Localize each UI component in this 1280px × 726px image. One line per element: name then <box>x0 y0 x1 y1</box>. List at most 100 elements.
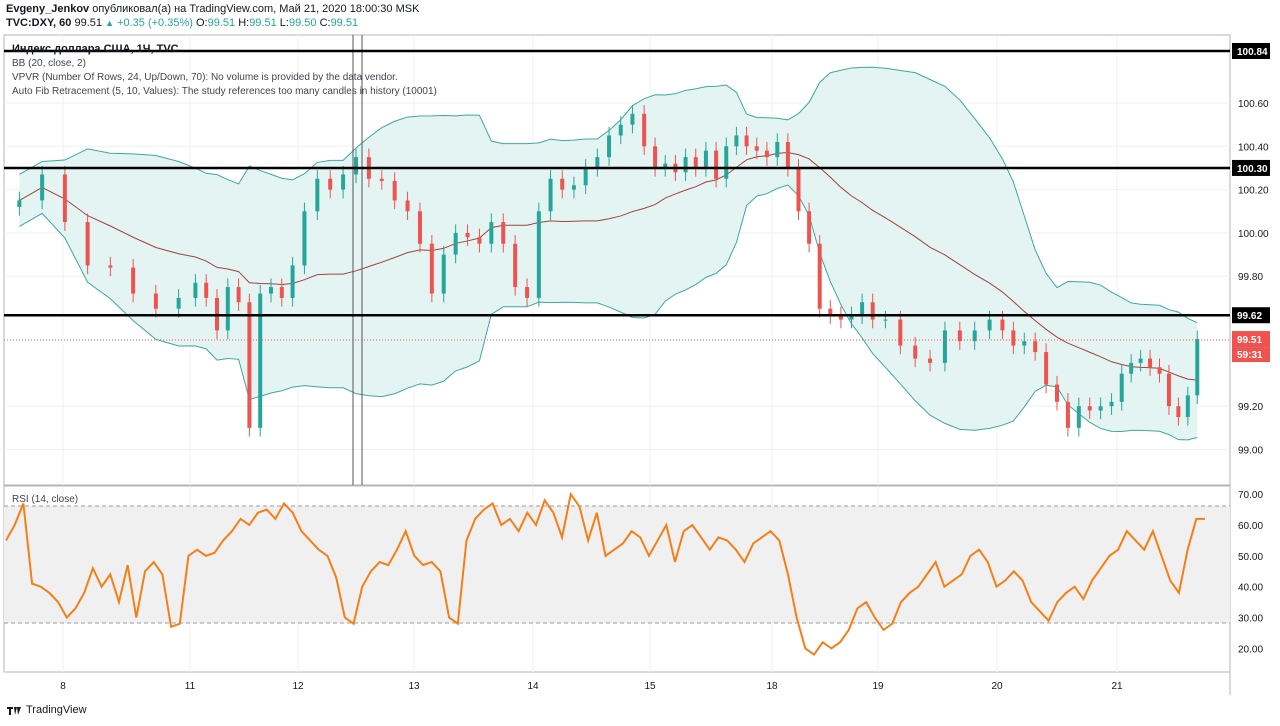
l-value: 99.50 <box>288 17 317 29</box>
time-tick-label: 14 <box>527 681 539 692</box>
time-tick-label: 8 <box>60 681 66 692</box>
time-axis: 8 11 12 13 14 15 18 19 20 21 <box>60 681 1123 692</box>
candle-body <box>870 302 875 320</box>
candle-body <box>405 200 410 212</box>
time-tick-label: 21 <box>1111 681 1123 692</box>
price-tags: 100.84 100.30 99.62 99.51 59:31 <box>1232 42 1270 363</box>
candle-body <box>595 157 600 168</box>
horizontal-levels <box>4 49 1230 317</box>
countdown-tag <box>1232 347 1270 363</box>
candle-body <box>764 150 769 158</box>
rsi-tick-label: 50.00 <box>1238 552 1263 563</box>
candle-body <box>1166 373 1171 407</box>
candle-body <box>1129 362 1134 374</box>
price-tick-label: 99.20 <box>1238 402 1263 413</box>
candle-body <box>560 178 565 190</box>
price-axis: 100.60 100.40 100.20 100.00 99.80 99.20 99.00 <box>1238 99 1269 457</box>
candle-body <box>1011 330 1016 346</box>
candle-body <box>513 243 518 288</box>
candle-body <box>1033 341 1038 353</box>
candle-body <box>1076 406 1081 428</box>
candle-body <box>489 222 494 244</box>
bb-fill <box>19 67 1198 440</box>
level-tag-label: 100.84 <box>1237 47 1268 58</box>
candle-body <box>683 157 688 173</box>
rsi-axis: 70.00 60.00 50.00 40.00 30.00 20.00 <box>1238 490 1263 655</box>
candle-body <box>796 167 801 212</box>
rsi-tick-label: 30.00 <box>1238 614 1263 625</box>
bb-upper <box>19 66 1198 324</box>
candle-body <box>860 302 865 316</box>
candle-body <box>1176 406 1181 418</box>
author-name[interactable]: Evgeny_Jenkov <box>6 3 90 15</box>
candle-body <box>1185 395 1190 418</box>
candle-body <box>703 150 708 168</box>
candle-body <box>618 124 623 136</box>
candle-body <box>1119 373 1124 402</box>
candle-body <box>714 150 719 179</box>
last-price-tag-label: 99.51 <box>1237 335 1262 346</box>
rsi-tick-label: 70.00 <box>1238 490 1263 501</box>
o-value: 99.51 <box>207 17 236 29</box>
candle-body <box>453 232 458 255</box>
candle-body <box>341 174 346 190</box>
bb-lower <box>19 184 1198 441</box>
candle-body <box>225 287 230 331</box>
candle-body <box>1044 352 1049 385</box>
footer: TradingView <box>6 704 87 716</box>
candle-body <box>429 243 434 294</box>
candle-body <box>1087 406 1092 411</box>
candle-body <box>193 282 198 298</box>
rsi-tick-label: 20.00 <box>1238 644 1263 655</box>
candle-body <box>328 178 333 190</box>
candle-body <box>501 222 506 244</box>
candle-body <box>1098 406 1103 411</box>
change-value: +0.35 (+0.35%) <box>117 17 193 29</box>
candle-body <box>441 254 446 294</box>
level-tag <box>1232 159 1270 176</box>
time-tick-label: 12 <box>292 681 304 692</box>
tradingview-logo-icon[interactable] <box>6 704 22 716</box>
candle-body <box>258 293 263 428</box>
rsi-tick-label: 40.00 <box>1238 583 1263 594</box>
candle-body <box>465 232 470 238</box>
rsi-band-fill <box>4 506 1230 623</box>
last-price-tag <box>1232 331 1270 348</box>
candle-body <box>642 113 647 147</box>
candle-body <box>62 174 67 223</box>
level-tag-label: 100.30 <box>1237 164 1268 175</box>
level-tag <box>1232 307 1270 324</box>
candle-body <box>583 167 588 186</box>
candle-body <box>204 282 209 298</box>
footer-brand[interactable]: TradingView <box>26 704 87 716</box>
published-text: опубликовал(а) на TradingView.com, Май 2… <box>92 3 420 15</box>
level-tag-label: 99.62 <box>1237 311 1262 322</box>
candle-body <box>269 287 273 294</box>
candle-body <box>928 358 933 363</box>
price-tick-label: 100.60 <box>1238 99 1269 110</box>
candle-body <box>131 267 136 294</box>
candle-body <box>693 157 698 168</box>
candle-body <box>898 319 903 346</box>
candle-body <box>290 265 295 298</box>
up-triangle-icon: ▲ <box>105 18 114 28</box>
candle-body <box>630 113 635 125</box>
rsi-line <box>5 491 1205 656</box>
candle-body <box>525 287 530 298</box>
c-value: 99.51 <box>330 17 359 29</box>
legend-title: Индекс доллара США, 1Ч, TVC <box>12 43 179 55</box>
candle-body <box>354 157 358 175</box>
candle-body <box>957 330 962 342</box>
candle-body <box>653 146 658 168</box>
price-tick-label: 100.20 <box>1238 186 1269 197</box>
h-value: 99.51 <box>249 17 277 29</box>
candle-body <box>40 174 45 201</box>
time-tick-label: 15 <box>644 681 656 692</box>
time-tick-label: 11 <box>185 681 196 692</box>
candle-body <box>724 146 729 179</box>
price-tick-label: 100.00 <box>1238 229 1269 240</box>
candle-body <box>315 178 320 212</box>
last-price: 99.51 <box>74 17 103 29</box>
publish-info: Evgeny_Jenkov опубликовал(а) на TradingV… <box>6 3 419 15</box>
